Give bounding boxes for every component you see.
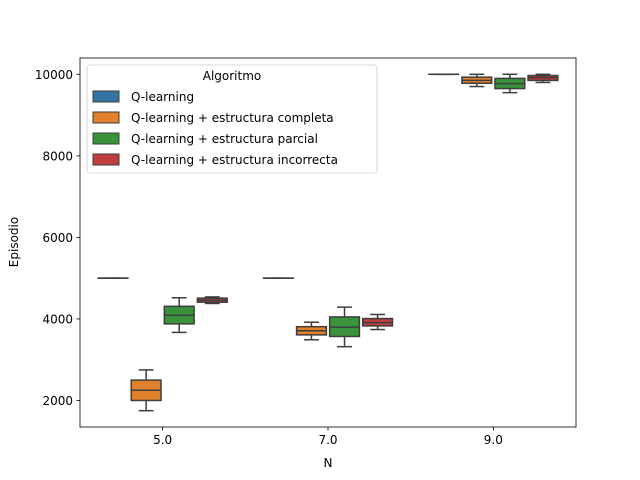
box-3-1: [361, 313, 394, 331]
y-tick-label: 10000: [35, 68, 73, 82]
x-tick-label: 5.0: [153, 433, 172, 447]
box-2-1: [328, 306, 361, 348]
legend-label: Q-learning + estructura incorrecta: [131, 153, 338, 167]
box-1-2: [461, 73, 493, 88]
plot-area: [97, 73, 559, 412]
x-axis: 5.0 7.0 9.0: [153, 427, 503, 447]
box-2-0: [163, 296, 195, 334]
y-tick-label: 4000: [42, 312, 73, 326]
x-tick-label: 9.0: [484, 433, 503, 447]
legend-swatch: [92, 90, 120, 103]
y-tick-label: 8000: [42, 149, 73, 163]
legend-label: Q-learning + estructura parcial: [131, 132, 318, 146]
legend-label: Q-learning + estructura completa: [131, 111, 334, 125]
legend-swatch: [92, 132, 120, 145]
y-axis-label: Episodio: [7, 217, 21, 267]
legend-swatch: [92, 111, 120, 124]
box-3-2: [527, 73, 559, 84]
x-tick-label: 7.0: [318, 433, 337, 447]
legend-title: Algoritmo: [203, 69, 262, 83]
y-axis: 2000 4000 6000 8000 10000: [35, 68, 80, 408]
legend-label: Q-learning: [131, 90, 194, 104]
y-tick-label: 6000: [42, 231, 73, 245]
box-3-0: [196, 296, 228, 305]
box-2-2: [494, 73, 526, 94]
legend: Algoritmo Q-learning Q-learning + estruct…: [86, 64, 378, 174]
box-1-1: [295, 321, 328, 341]
box-1-0: [130, 369, 162, 412]
legend-frame: [86, 64, 378, 174]
y-tick-label: 2000: [42, 394, 73, 408]
x-axis-label: N: [324, 456, 333, 470]
legend-swatch: [92, 153, 120, 166]
